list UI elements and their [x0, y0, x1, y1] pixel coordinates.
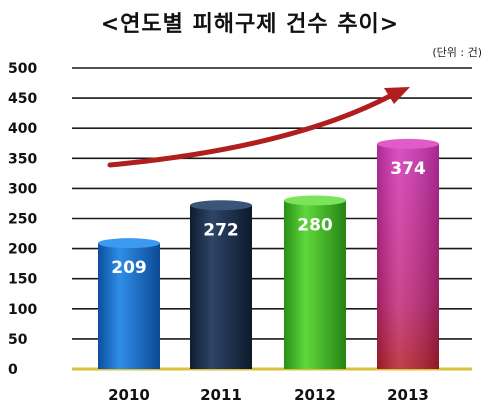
bar-2011 [190, 200, 252, 369]
x-tick-label: 2012 [294, 386, 336, 404]
x-tick-label: 2011 [200, 386, 242, 404]
data-label: 272 [203, 220, 239, 240]
bar-2012 [284, 195, 346, 369]
trend-arrow-line [107, 93, 393, 168]
data-label: 209 [111, 258, 147, 278]
y-tick-label: 250 [8, 212, 37, 228]
bar-top [377, 138, 439, 149]
trend-arrow [107, 87, 410, 168]
y-tick-label: 300 [8, 181, 37, 197]
unit-label: (단위 : 건) [432, 46, 482, 59]
bar-2013 [377, 138, 439, 369]
bar-body [284, 200, 346, 369]
x-tick-label: 2010 [108, 386, 150, 404]
chart-title: <연도별 피해구제 건수 추이> [100, 12, 400, 37]
trend-arrow-head [384, 87, 410, 104]
y-tick-label: 350 [8, 151, 37, 167]
data-labels: 209 272 280 374 [111, 159, 426, 278]
bars [98, 138, 439, 369]
data-label: 280 [297, 215, 333, 235]
bar-top [284, 195, 346, 206]
bar-shade [377, 143, 439, 369]
bar-top [98, 238, 160, 249]
y-tick-label: 400 [8, 121, 37, 137]
y-tick-label: 150 [8, 272, 37, 288]
y-tick-label: 100 [8, 302, 37, 318]
bar-body [190, 205, 252, 369]
data-label: 374 [390, 159, 426, 179]
y-axis-ticks: 0 50 100 150 200 250 300 350 400 450 500 [8, 61, 37, 378]
y-tick-label: 0 [8, 362, 18, 378]
bar-top [190, 200, 252, 211]
x-axis-ticks: 2010 2011 2012 2013 [108, 386, 429, 404]
bar-body [98, 243, 160, 369]
y-tick-label: 500 [8, 61, 37, 77]
y-tick-label: 200 [8, 242, 37, 258]
y-tick-label: 450 [8, 91, 37, 107]
y-tick-label: 50 [8, 332, 28, 348]
bar-2010 [98, 238, 160, 369]
x-tick-label: 2013 [387, 386, 429, 404]
